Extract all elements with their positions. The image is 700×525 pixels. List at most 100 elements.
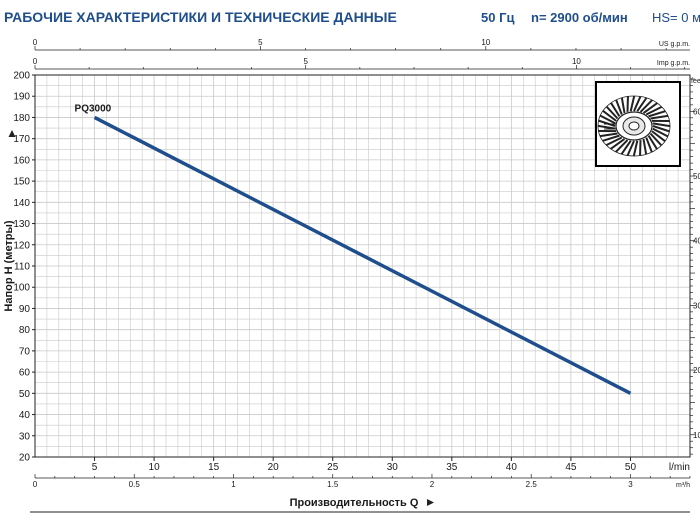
impeller-blade <box>602 134 620 142</box>
impeller-blade <box>620 140 632 155</box>
speed-label: n= 2900 об/мин <box>531 10 628 25</box>
m3h-tick-label: 2.5 <box>526 480 538 489</box>
x-tick-label: 45 <box>565 462 577 473</box>
impeller-blade <box>647 135 658 150</box>
x-tick-label: 25 <box>327 462 339 473</box>
x-tick-label: 35 <box>446 462 458 473</box>
m3h-tick-label: 1.5 <box>327 480 339 489</box>
x-tick-label: 40 <box>506 462 518 473</box>
impeller-blade <box>605 105 619 120</box>
y-tick-label: 40 <box>19 410 31 421</box>
x-axis-arrow-icon <box>427 499 434 506</box>
impeller-blade <box>642 138 648 155</box>
x-tick-label: 20 <box>268 462 280 473</box>
feet-unit: feet <box>691 78 700 85</box>
y-tick-label: 120 <box>13 240 30 251</box>
y-tick-label: 170 <box>13 134 30 145</box>
y-tick-label: 150 <box>13 177 30 188</box>
impeller-blade <box>645 137 653 153</box>
y-tick-label: 200 <box>13 71 30 82</box>
impeller-rim <box>597 95 671 157</box>
impeller-blade <box>633 96 642 112</box>
impeller-icon <box>597 95 671 157</box>
impeller-blade <box>602 110 617 122</box>
x-tick-label: 10 <box>149 462 161 473</box>
y-tick-label: 160 <box>13 155 30 166</box>
top-axis-tick-label: 0 <box>33 38 38 47</box>
feet-tick-label: 100 <box>693 431 700 440</box>
feet-tick-label: 600 <box>693 107 700 116</box>
x-tick-label: 50 <box>625 462 637 473</box>
impeller-blade <box>650 114 669 120</box>
impeller-blade <box>648 110 666 118</box>
y-tick-label: 140 <box>13 198 30 209</box>
impeller-image <box>595 81 681 167</box>
y-tick-label: 20 <box>19 453 31 464</box>
impeller-blade <box>636 97 648 112</box>
impeller-blade <box>610 138 626 150</box>
x-unit-lmin: l/min <box>669 462 690 473</box>
impeller-blade <box>651 130 666 142</box>
impeller-blade <box>639 99 653 113</box>
y-tick-label: 100 <box>13 283 30 294</box>
impeller-blade <box>620 97 626 114</box>
impeller-blade <box>652 122 671 128</box>
impeller-blade <box>615 139 629 153</box>
y-tick-label: 180 <box>13 113 30 124</box>
x-tick-label: 5 <box>92 462 98 473</box>
impeller-blade <box>642 102 658 114</box>
top-axis-tick-label: 10 <box>572 57 581 66</box>
hs-label: HS= 0 м <box>652 10 700 25</box>
feet-tick-label: 200 <box>693 366 700 375</box>
series-line-pq3000 <box>93 115 632 395</box>
y-tick-label: 110 <box>14 262 30 273</box>
m3h-tick-label: 3 <box>628 480 633 489</box>
impeller-blade <box>652 125 670 133</box>
top-axis-tick-label: 0 <box>33 57 38 66</box>
feet-tick-label: 500 <box>693 172 700 181</box>
feet-tick-label: 400 <box>693 237 700 246</box>
frequency-label: 50 Гц <box>481 10 514 25</box>
top-axis-tick-label: 10 <box>481 38 490 47</box>
page-title: РАБОЧИЕ ХАРАКТЕРИСТИКИ И ТЕХНИЧЕСКИЕ ДАН… <box>4 9 397 25</box>
y-tick-label: 50 <box>19 389 31 400</box>
y-tick-label: 30 <box>19 431 31 442</box>
chart-grid <box>34 74 691 458</box>
impeller-blade <box>629 95 636 112</box>
series-layer: PQ3000 <box>75 103 632 395</box>
chart-axes: 5 10 15 20 25 30 35 40 45 50 l/min2030405060708090… <box>3 38 700 513</box>
m3h-tick-label: 1 <box>231 480 236 489</box>
series-label-pq3000: PQ3000 <box>75 103 112 114</box>
impeller-blade <box>599 132 618 138</box>
top-axis-tick-label: 5 <box>303 57 308 66</box>
impeller-blade <box>597 124 616 130</box>
impeller-blade <box>649 132 663 147</box>
impeller-blade <box>605 136 623 147</box>
impeller-blade <box>626 140 635 156</box>
impeller-blade <box>652 127 669 138</box>
m3h-tick-label: 0.5 <box>129 480 141 489</box>
y-axis-arrow-icon <box>8 130 16 137</box>
m3h-tick-label: 2 <box>430 480 435 489</box>
top-axis-tick-label: 5 <box>258 38 263 47</box>
top-axis-unit: Imp g.p.m. <box>657 60 690 67</box>
m3h-unit: m³/h <box>676 482 690 489</box>
y-axis-label: Напор H (метры) <box>3 220 15 311</box>
impeller-blade <box>615 99 623 115</box>
feet-tick-label: 300 <box>693 301 700 310</box>
impeller-blade <box>610 102 621 117</box>
x-tick-label: 15 <box>208 462 220 473</box>
m3h-tick-label: 0 <box>33 480 38 489</box>
impeller-blade <box>645 105 663 116</box>
x-tick-label: 30 <box>387 462 399 473</box>
x-axis-label: Производительность Q <box>290 497 419 509</box>
y-tick-label: 80 <box>19 325 31 336</box>
y-tick-label: 90 <box>19 304 31 315</box>
impeller-blade <box>599 114 616 125</box>
top-axis-unit: US g.p.m. <box>659 41 690 48</box>
y-tick-label: 70 <box>19 346 31 357</box>
y-tick-label: 190 <box>13 92 30 103</box>
impeller-blade <box>632 140 639 157</box>
y-tick-label: 130 <box>13 219 30 230</box>
